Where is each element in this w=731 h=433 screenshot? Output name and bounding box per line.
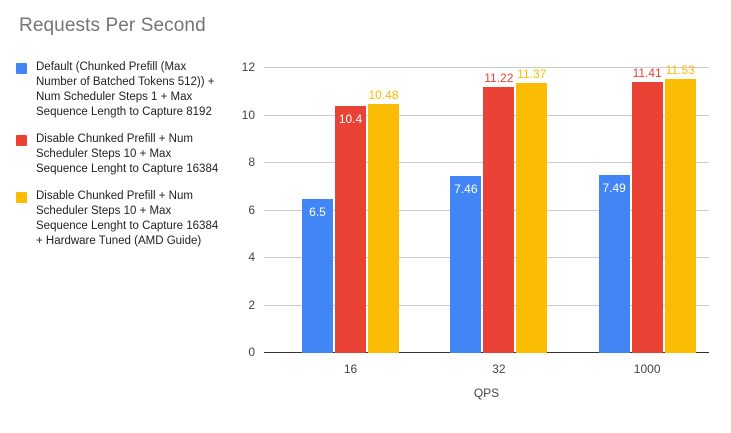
chart-title: Requests Per Second [19,15,206,36]
y-axis-tick-label: 8 [248,155,255,169]
bar[interactable]: 7.46 [450,175,482,353]
y-axis-tick-label: 2 [248,297,255,312]
x-axis-tick-label: 32 [492,362,506,376]
bar[interactable]: 10.4 [335,106,366,353]
legend-item-label: Disable Chunked Prefill + Num Scheduler … [36,133,219,175]
bar-value-label: 6.5 [309,204,326,219]
x-axis-title: QPS [473,386,500,400]
y-axis-tick-label: 6 [248,202,255,217]
bar[interactable]: 6.5 [302,198,333,353]
bar[interactable]: 11.22 [483,71,515,353]
bar-value-label: 11.37 [517,66,547,81]
bar-value-label: 7.49 [602,181,626,196]
legend-item-label: Default (Chunked Prefill (Max Number of … [36,61,215,118]
bar[interactable]: 7.49 [598,175,630,353]
bar[interactable]: 10.48 [368,88,399,353]
legend-item-label: Disable Chunked Prefill + Num Scheduler … [36,190,219,247]
bar[interactable]: 11.37 [516,67,548,353]
plot-area: QPS 0 2 4 6 8 10 12 6.5 10.4 10.48 16 7.46 11.22 11.3… [242,60,709,400]
legend-item[interactable]: Disable Chunked Prefill + Num Scheduler … [16,189,226,249]
y-axis-tick-label: 10 [241,107,255,122]
legend-swatch-icon [16,135,27,146]
legend-item[interactable]: Default (Chunked Prefill (Max Number of … [16,60,226,120]
legend-item[interactable]: Disable Chunked Prefill + Num Scheduler … [16,132,226,177]
y-axis-tick-label: 12 [241,60,255,74]
bar[interactable]: 11.53 [664,63,696,353]
bar-value-label: 7.46 [454,181,478,196]
legend-swatch-icon [16,63,27,74]
gridline: 12 [242,60,709,74]
bar-value-label: 11.22 [484,70,514,85]
bar-value-label: 11.53 [665,63,695,78]
x-axis-tick-label: 16 [343,362,358,376]
bar-value-label: 11.41 [632,66,662,81]
bar-value-label: 10.48 [368,88,399,103]
bar-value-label: 10.4 [338,112,363,126]
y-axis-tick-label: 0 [248,345,255,359]
legend-swatch-icon [16,192,27,203]
y-axis-tick-label: 4 [248,250,255,264]
bar[interactable]: 11.41 [631,66,663,353]
x-axis-tick-label: 1000 [633,362,661,376]
chart-legend: Default (Chunked Prefill (Max Number of … [16,60,226,261]
